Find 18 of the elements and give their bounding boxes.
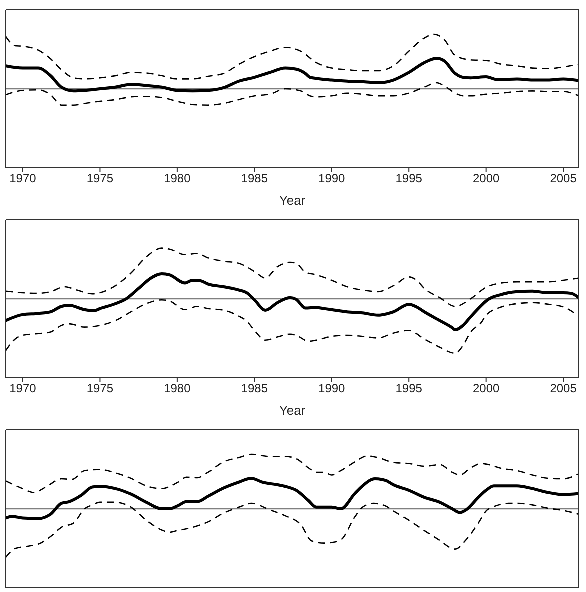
x-tick-label: 1970 [10, 382, 37, 396]
x-tick-label: 1970 [10, 172, 37, 186]
x-tick-label: 1980 [164, 172, 192, 186]
x-tick-label: 1995 [396, 382, 423, 396]
x-tick-label: 1990 [318, 172, 346, 186]
x-tick-label: 1990 [318, 382, 346, 396]
x-tick-label: 2000 [472, 172, 500, 186]
x-axis-title: Year [279, 403, 306, 418]
x-axis-title: Year [279, 193, 306, 208]
x-tick-label: 2005 [550, 382, 578, 396]
x-tick-label: 1975 [86, 172, 114, 186]
x-tick-label: 1985 [241, 172, 268, 186]
x-tick-label: 1995 [396, 172, 423, 186]
x-tick-label: 1985 [241, 382, 268, 396]
x-tick-label: 1975 [86, 382, 114, 396]
x-tick-label: 2005 [550, 172, 578, 186]
x-tick-label: 2000 [472, 382, 500, 396]
x-tick-label: 1980 [164, 382, 192, 396]
